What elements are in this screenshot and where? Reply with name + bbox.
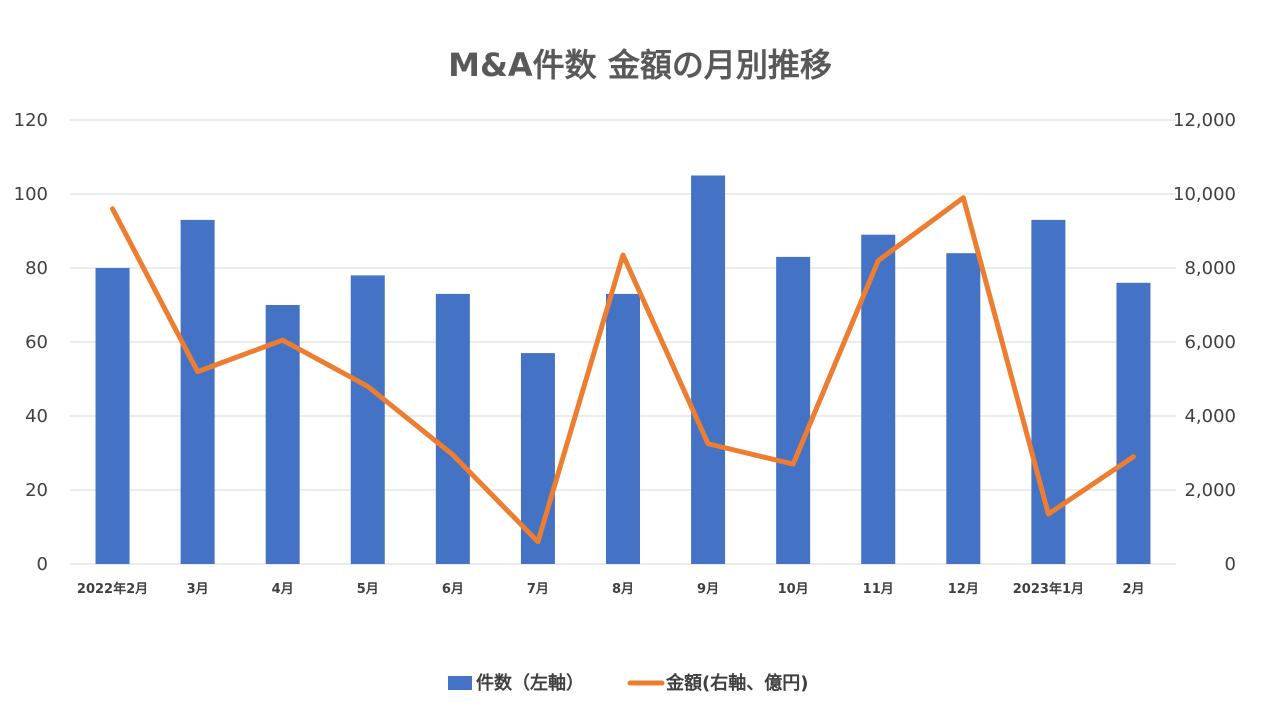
line-point-3 <box>282 339 284 341</box>
x-axis: 2022年2月 3月 4月 5月 6月 7月 8月 9月 10月 11月 12月 2023年1月 2月 <box>77 581 1145 597</box>
legend: 件数（左軸） 金額(右軸、億円) <box>448 672 808 694</box>
x-axis-tick-label: 4月 <box>272 582 294 597</box>
left-axis: 0 20 40 60 80 100 120 <box>14 110 48 575</box>
x-axis-tick-label: 12月 <box>948 582 979 597</box>
bar-9 <box>776 256 811 564</box>
line-point-1 <box>112 208 114 210</box>
x-axis-tick-label: 3月 <box>187 582 209 597</box>
left-axis-tick-label: 0 <box>37 554 48 575</box>
bar-11 <box>946 253 981 564</box>
bar-5 <box>435 293 470 564</box>
right-axis: 0 2,000 4,000 6,000 8,000 10,000 12,000 <box>1173 110 1236 575</box>
legend-bar-swatch <box>448 676 472 690</box>
x-axis-tick-label: 9月 <box>697 582 719 597</box>
x-axis-tick-label: 7月 <box>527 582 549 597</box>
x-axis-tick-label: 5月 <box>357 582 379 597</box>
left-axis-tick-label: 100 <box>14 184 48 205</box>
left-axis-tick-label: 20 <box>25 480 48 501</box>
line-point-9 <box>792 463 794 465</box>
bar-1 <box>95 268 130 564</box>
line-layer <box>110 195 1136 545</box>
bar-8 <box>691 175 726 564</box>
bars-layer <box>95 175 1151 564</box>
line-point-13 <box>1132 456 1134 458</box>
legend-bar-label: 件数（左軸） <box>476 672 584 694</box>
left-axis-tick-label: 40 <box>25 406 48 427</box>
bar-7 <box>606 293 640 564</box>
right-axis-tick-label: 10,000 <box>1173 184 1236 205</box>
x-axis-tick-label: 6月 <box>442 582 464 597</box>
left-axis-tick-label: 80 <box>25 258 48 279</box>
left-axis-tick-label: 60 <box>25 332 48 353</box>
x-axis-tick-label: 2022年2月 <box>77 581 148 597</box>
chart-title: M&A件数 金額の月別推移 <box>448 46 832 84</box>
line-point-2 <box>197 371 199 373</box>
x-axis-tick-label: 10月 <box>778 582 809 597</box>
right-axis-tick-label: 0 <box>1225 554 1236 575</box>
x-axis-tick-label: 2月 <box>1122 582 1144 597</box>
legend-line-label: 金額(右軸、億円) <box>665 672 808 694</box>
line-point-8 <box>707 443 709 445</box>
line-point-5 <box>452 454 454 456</box>
x-axis-tick-label: 11月 <box>863 582 894 597</box>
line-point-11 <box>962 197 964 199</box>
line-point-4 <box>367 385 369 387</box>
left-axis-tick-label: 120 <box>14 110 48 131</box>
x-axis-tick-label: 8月 <box>612 582 634 597</box>
line-point-12 <box>1047 513 1049 515</box>
right-axis-tick-label: 4,000 <box>1184 406 1236 427</box>
bar-2 <box>180 219 215 564</box>
right-axis-tick-label: 8,000 <box>1184 258 1236 279</box>
bar-13 <box>1116 282 1151 564</box>
line-point-6 <box>537 541 539 543</box>
bar-4 <box>350 275 385 564</box>
right-axis-tick-label: 12,000 <box>1173 110 1236 131</box>
x-axis-tick-label: 2023年1月 <box>1013 581 1084 597</box>
line-point-7 <box>622 254 624 256</box>
right-axis-tick-label: 2,000 <box>1184 480 1236 501</box>
right-axis-tick-label: 6,000 <box>1184 332 1236 353</box>
line-point-10 <box>877 260 879 262</box>
